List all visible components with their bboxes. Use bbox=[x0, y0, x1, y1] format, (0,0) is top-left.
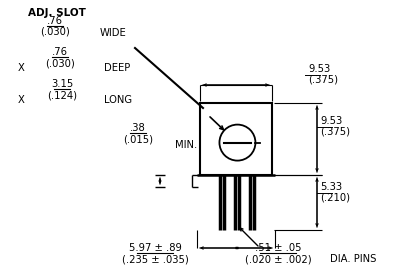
Text: (.124): (.124) bbox=[47, 90, 77, 100]
Text: (.030): (.030) bbox=[45, 58, 75, 68]
Text: (.235 ± .035): (.235 ± .035) bbox=[122, 254, 188, 264]
Text: WIDE: WIDE bbox=[100, 28, 127, 38]
Text: 5.33: 5.33 bbox=[320, 182, 342, 192]
Text: 3.15: 3.15 bbox=[51, 79, 73, 89]
Text: DIA. PINS: DIA. PINS bbox=[330, 254, 376, 264]
Text: (.375): (.375) bbox=[320, 127, 350, 137]
Text: .51 ± .05: .51 ± .05 bbox=[255, 243, 301, 253]
Text: (.015): (.015) bbox=[123, 134, 153, 144]
Text: ADJ. SLOT: ADJ. SLOT bbox=[28, 8, 86, 18]
Text: DEEP: DEEP bbox=[104, 63, 130, 73]
Text: .76: .76 bbox=[52, 47, 68, 57]
Text: 9.53: 9.53 bbox=[308, 64, 330, 74]
Text: .76: .76 bbox=[47, 16, 63, 26]
Circle shape bbox=[220, 124, 256, 161]
Text: X: X bbox=[18, 95, 25, 105]
Text: (.210): (.210) bbox=[320, 193, 350, 203]
Text: (.030): (.030) bbox=[40, 27, 70, 37]
Text: (.020 ± .002): (.020 ± .002) bbox=[245, 254, 311, 264]
Text: (.375): (.375) bbox=[308, 75, 338, 85]
Text: .38: .38 bbox=[130, 123, 146, 133]
Text: MIN.: MIN. bbox=[175, 140, 197, 150]
Text: 5.97 ± .89: 5.97 ± .89 bbox=[128, 243, 182, 253]
Text: 9.53: 9.53 bbox=[320, 116, 342, 126]
Text: X: X bbox=[18, 63, 25, 73]
Text: LONG: LONG bbox=[104, 95, 132, 105]
Bar bbox=[200, 103, 272, 175]
